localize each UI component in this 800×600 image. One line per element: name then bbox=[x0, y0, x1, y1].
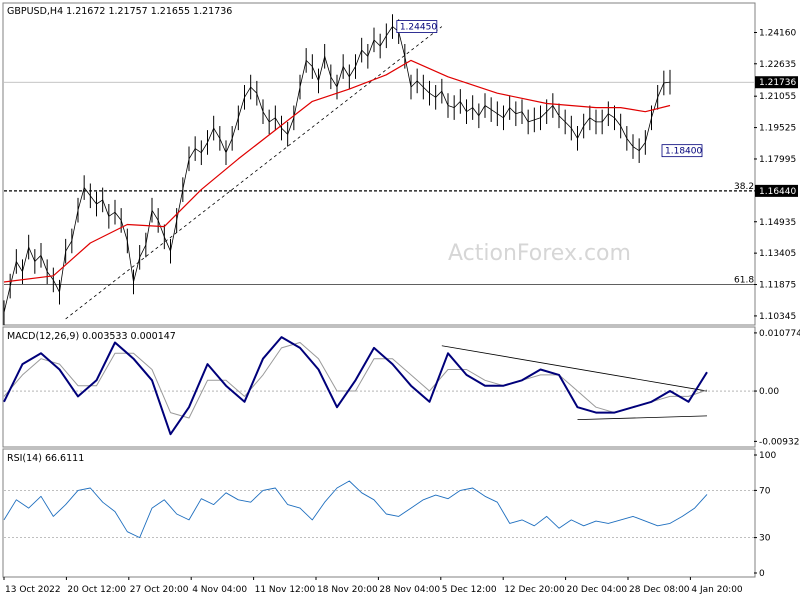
x-axis: 13 Oct 2022 20 Oct 12:00 27 Oct 20:00 4 Nov… bbox=[3, 577, 743, 595]
current-price-label: 1.21736 bbox=[759, 78, 796, 88]
price-tick-label: 1.17995 bbox=[759, 155, 796, 165]
rsi-tick-label: 30 bbox=[759, 534, 771, 544]
rsi-tick-label: 0 bbox=[759, 569, 765, 579]
x-tick-label: 28 Nov 04:00 bbox=[379, 585, 440, 595]
x-tick-label: 13 Oct 2022 bbox=[5, 585, 61, 595]
x-tick-label: 20 Dec 04:00 bbox=[567, 585, 628, 595]
x-tick-label: 4 Nov 04:00 bbox=[192, 585, 247, 595]
watermark: ActionForex.com bbox=[448, 241, 631, 266]
macd-signal-line bbox=[3, 342, 708, 419]
price-tick-label: 1.13405 bbox=[759, 249, 796, 259]
fib-level-label: 38.2 bbox=[734, 182, 754, 192]
macd-trend-line bbox=[577, 415, 708, 421]
rsi-header: RSI(14) 66.6111 bbox=[7, 453, 84, 464]
price-annotation-box bbox=[661, 144, 703, 158]
x-tick-label: 28 Dec 08:00 bbox=[629, 585, 690, 595]
x-tick-label: 4 Jan 20:00 bbox=[691, 585, 743, 595]
trend-line bbox=[65, 26, 443, 320]
macd-tick-label: 0.010774 bbox=[759, 329, 800, 339]
price-header: GBPUSD,H4 1.21672 1.21757 1.21655 1.2173… bbox=[7, 6, 232, 17]
macd-tick-label: 0.00 bbox=[759, 387, 779, 397]
price-annotation-label: 1.24450 bbox=[400, 23, 437, 33]
x-tick-label: 12 Dec 20:00 bbox=[504, 585, 565, 595]
price-layer: 1.24160 1.22635 1.21055 1.19525 1.17995 1.164… bbox=[3, 14, 798, 326]
fib-level-label: 61.8 bbox=[734, 276, 754, 286]
price-tick-label: 1.14935 bbox=[759, 218, 796, 228]
level-tag-label: 1.16440 bbox=[759, 187, 796, 197]
price-annotation-label: 1.18400 bbox=[665, 147, 702, 157]
macd-main-line bbox=[3, 336, 708, 436]
current-price-box bbox=[755, 76, 798, 89]
rsi-panel bbox=[2, 448, 756, 578]
x-tick-label: 18 Nov 20:00 bbox=[317, 585, 378, 595]
price-tick-label: 1.22635 bbox=[759, 60, 796, 70]
macd-header: MACD(12,26,9) 0.003533 0.000147 bbox=[7, 331, 176, 342]
macd-layer: 0.010774 0.00 -0.009328 bbox=[3, 329, 800, 447]
price-annotation-box bbox=[396, 20, 438, 33]
x-tick-label: 20 Oct 12:00 bbox=[67, 585, 126, 595]
rsi-tick-label: 70 bbox=[759, 486, 771, 496]
moving-average-line bbox=[3, 59, 671, 283]
level-tag-box bbox=[755, 184, 798, 197]
rsi-tick-label: 100 bbox=[759, 451, 776, 461]
macd-tick-label: -0.009328 bbox=[759, 437, 800, 447]
price-tick-label: 1.24160 bbox=[759, 28, 796, 38]
macd-panel bbox=[2, 326, 756, 448]
price-tick-label: 1.10345 bbox=[759, 312, 796, 322]
price-tick-label: 1.21055 bbox=[759, 92, 796, 102]
price-tick-label: 1.11875 bbox=[759, 281, 796, 291]
macd-trend-line bbox=[441, 345, 708, 392]
rsi-line bbox=[3, 480, 708, 539]
rsi-layer: 100 70 30 0 bbox=[3, 451, 776, 579]
price-panel bbox=[2, 2, 756, 326]
x-tick-label: 27 Oct 20:00 bbox=[130, 585, 189, 595]
x-tick-label: 11 Nov 12:00 bbox=[255, 585, 316, 595]
price-close-line bbox=[3, 26, 671, 313]
x-tick-label: 5 Dec 12:00 bbox=[442, 585, 497, 595]
price-tick-label: 1.19525 bbox=[759, 124, 796, 134]
